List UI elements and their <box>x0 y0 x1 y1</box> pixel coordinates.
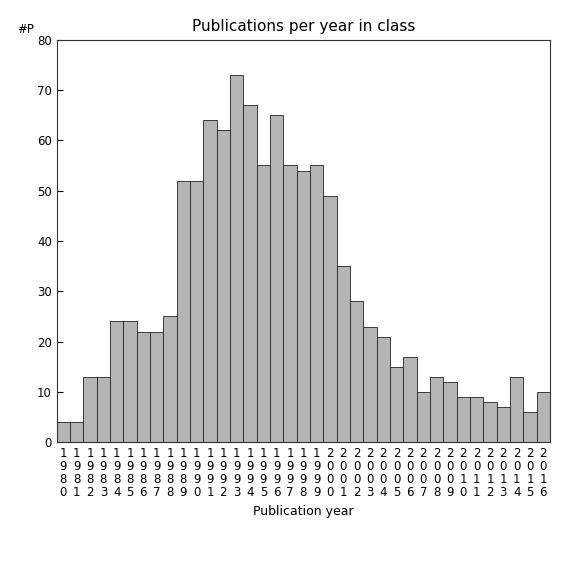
Bar <box>217 130 230 442</box>
Bar <box>83 377 97 442</box>
Bar <box>510 377 523 442</box>
X-axis label: Publication year: Publication year <box>253 505 354 518</box>
Bar <box>443 382 456 442</box>
Bar <box>536 392 550 442</box>
Bar <box>204 120 217 442</box>
Bar <box>337 266 350 442</box>
Bar <box>523 412 536 442</box>
Bar <box>97 377 110 442</box>
Bar <box>137 332 150 442</box>
Text: #P: #P <box>17 23 34 36</box>
Bar <box>470 397 483 442</box>
Bar <box>430 377 443 442</box>
Bar <box>497 407 510 442</box>
Bar <box>163 316 177 442</box>
Bar <box>310 166 323 442</box>
Bar <box>243 105 257 442</box>
Bar <box>150 332 163 442</box>
Bar <box>350 302 363 442</box>
Bar <box>417 392 430 442</box>
Bar <box>456 397 470 442</box>
Bar <box>270 115 284 442</box>
Bar <box>363 327 376 442</box>
Bar <box>376 337 390 442</box>
Bar <box>70 422 83 442</box>
Bar <box>177 180 190 442</box>
Bar <box>323 196 337 442</box>
Bar <box>390 367 403 442</box>
Bar <box>57 422 70 442</box>
Bar <box>483 402 497 442</box>
Bar <box>284 166 297 442</box>
Bar <box>257 166 270 442</box>
Title: Publications per year in class: Publications per year in class <box>192 19 415 35</box>
Bar <box>403 357 417 442</box>
Bar <box>190 180 204 442</box>
Bar <box>110 321 124 442</box>
Bar <box>297 171 310 442</box>
Bar <box>124 321 137 442</box>
Bar <box>230 75 243 442</box>
